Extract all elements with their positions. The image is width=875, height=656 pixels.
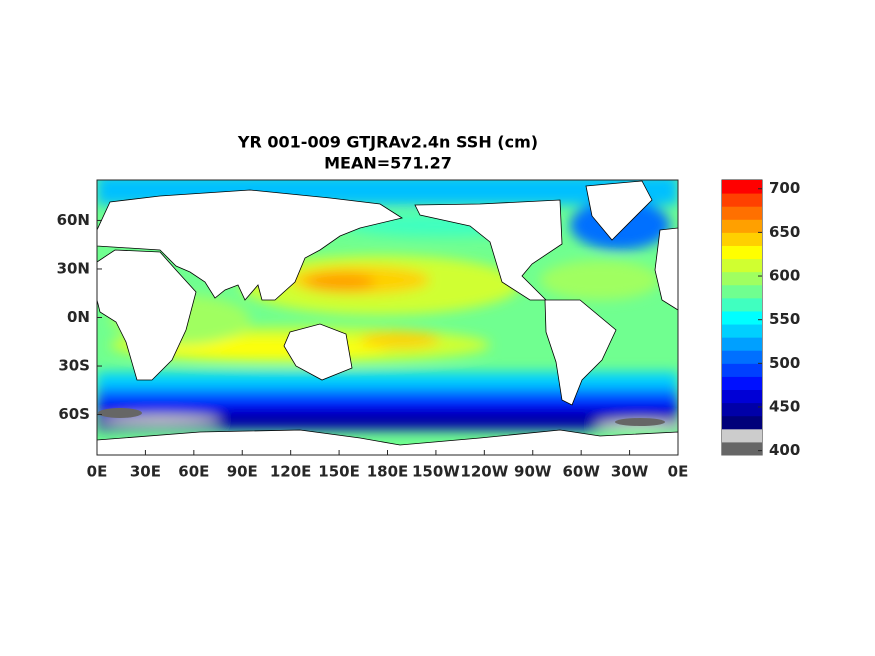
- x-tick-label: 150W: [412, 463, 460, 481]
- colorbar-tick-label: 650: [769, 223, 800, 241]
- colorbar-tick-label: 400: [769, 441, 800, 459]
- colorbar-band: [722, 376, 762, 391]
- colorbar-band: [722, 297, 762, 312]
- x-tick-label: 60W: [562, 463, 600, 481]
- colorbar-band: [722, 350, 762, 364]
- colorbar-tick-label: 450: [769, 397, 800, 415]
- x-tick-label: 30W: [611, 463, 649, 481]
- colorbar-band: [722, 428, 762, 443]
- x-tick-label: 90W: [514, 463, 552, 481]
- colorbar-band: [722, 402, 762, 417]
- colorbar-band: [722, 284, 762, 299]
- x-tick-label: 0E: [87, 463, 108, 481]
- y-tick-label: 0N: [67, 308, 90, 326]
- y-tick-label: 30S: [58, 357, 90, 375]
- colorbar-band: [722, 219, 762, 233]
- map-field: [97, 180, 678, 455]
- colorbar-band: [722, 271, 762, 286]
- colorbar-band: [722, 310, 762, 325]
- colorbar-band: [722, 193, 762, 207]
- colorbar-band: [722, 258, 762, 273]
- x-tick-label: 120E: [270, 463, 312, 481]
- y-tick-label: 60S: [58, 405, 90, 423]
- colorbar-band: [722, 206, 762, 220]
- x-tick-label: 90E: [227, 463, 258, 481]
- colorbar-band: [722, 232, 762, 246]
- subtitle: MEAN=571.27: [324, 154, 452, 173]
- y-tick-label: 60N: [57, 211, 90, 229]
- x-tick-label: 150E: [318, 463, 360, 481]
- title: YR 001-009 GTJRAv2.4n SSH (cm): [237, 133, 538, 152]
- colorbar-tick-label: 500: [769, 354, 800, 372]
- colorbar-band: [722, 337, 762, 351]
- colorbar-band: [722, 324, 762, 338]
- colorbar-band: [722, 363, 762, 377]
- x-tick-label: 120W: [460, 463, 508, 481]
- colorbar-tick-label: 600: [769, 267, 800, 285]
- colorbar-band: [722, 415, 762, 430]
- colorbar-band: [722, 441, 762, 456]
- colorbar-tick-label: 550: [769, 310, 800, 328]
- y-tick-label: 30N: [57, 259, 90, 277]
- colorbar-band: [722, 245, 762, 260]
- x-tick-label: 60E: [178, 463, 209, 481]
- x-tick-label: 30E: [130, 463, 161, 481]
- colorbar-band: [722, 180, 762, 194]
- x-tick-label: 180E: [367, 463, 409, 481]
- colorbar-band: [722, 389, 762, 404]
- x-tick-label: 0E: [668, 463, 689, 481]
- colorbar-tick-label: 700: [769, 179, 800, 197]
